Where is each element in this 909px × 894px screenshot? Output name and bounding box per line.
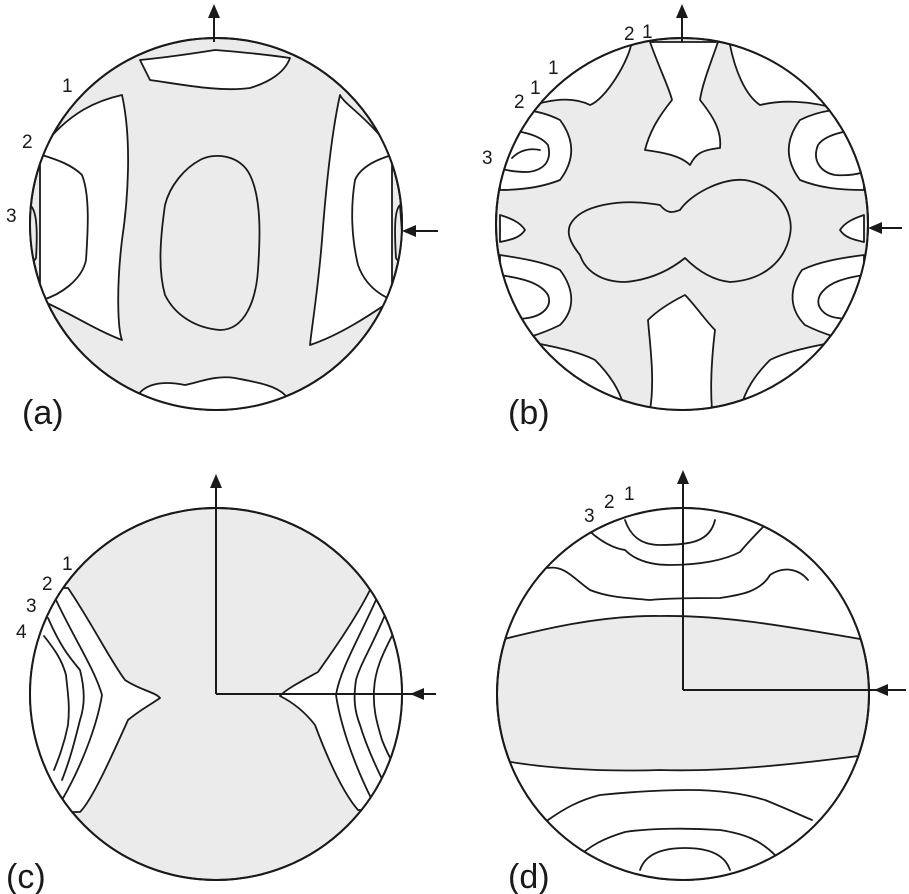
- contour-a-center: [159, 154, 261, 331]
- contour-label-d-3: 3: [584, 506, 595, 527]
- contour-label-c-4: 4: [16, 622, 27, 643]
- contour-a-left-2: [41, 154, 89, 301]
- contour-label-b-1b: 1: [548, 58, 559, 79]
- contour-b-left-upper-inner: [499, 129, 550, 173]
- contour-c-right-3: [353, 614, 386, 786]
- contour-c-left: [30, 587, 161, 813]
- panel-label-b: (b): [508, 394, 550, 432]
- contour-b-left-upper-core: [511, 148, 541, 159]
- panel-c: 1 2 3 4 (c): [6, 474, 436, 894]
- contour-b-right-upper-inner: [815, 129, 865, 177]
- contour-label-b-1a: 1: [642, 22, 653, 43]
- td-arrowhead-d: [874, 684, 888, 696]
- contour-label-a-3: 3: [6, 206, 17, 227]
- contour-label-a-2: 2: [22, 132, 33, 153]
- panel-label-a: (a): [22, 394, 64, 432]
- contour-a-top-cap: [139, 49, 291, 91]
- contour-c-right-4: [372, 631, 397, 769]
- contour-label-b-2a: 2: [624, 24, 635, 45]
- contour-d-bottom-3: [574, 827, 776, 861]
- contour-label-d-2: 2: [604, 492, 615, 513]
- rd-arrowhead-a: [208, 4, 220, 18]
- contour-d-top-2: [547, 566, 809, 601]
- contour-label-b-2b: 2: [514, 92, 525, 113]
- contour-b-right-mid: [839, 214, 865, 243]
- contour-c-left-3: [47, 617, 85, 781]
- td-arrowhead-a: [402, 225, 416, 237]
- contour-b-bottom-center: [647, 294, 716, 410]
- contour-c-left-2: [55, 599, 103, 801]
- rd-arrowhead-d: [677, 470, 689, 484]
- contour-region-a-right: [309, 94, 393, 346]
- contour-c-left-4: [43, 635, 70, 771]
- contour-label-a-1: 1: [62, 76, 73, 97]
- contour-d-bottom-2: [547, 789, 813, 821]
- contour-b-left-mid: [499, 214, 526, 243]
- contour-d-top-core: [624, 519, 716, 546]
- contour-label-b-3: 3: [482, 148, 493, 169]
- contours-a: [30, 49, 402, 410]
- contour-region-a-left: [39, 94, 129, 341]
- panel-label-c: (c): [6, 858, 46, 894]
- contour-c-right: [279, 589, 402, 811]
- panel-b: 2 1 1 2 1 3 (b): [482, 4, 902, 432]
- contours-c: [30, 587, 402, 813]
- contour-label-c-2: 2: [42, 574, 53, 595]
- contour-a-right-2: [351, 154, 393, 301]
- panel-d: 3 2 1 (d): [496, 470, 906, 894]
- panel-a: 1 2 3 (a): [6, 4, 438, 432]
- contour-label-c-3: 3: [26, 596, 37, 617]
- contour-d-bottom-core: [639, 847, 731, 871]
- contour-d-top-3: [579, 519, 771, 566]
- contour-b-center: [567, 179, 792, 283]
- panel-label-d: (d): [508, 858, 550, 894]
- contour-b-top-center: [644, 41, 722, 166]
- contour-d-bottom: [499, 754, 867, 880]
- contour-label-d-1: 1: [624, 484, 635, 505]
- rd-arrowhead-c: [210, 474, 222, 488]
- contour-label-c-1: 1: [62, 554, 73, 575]
- td-arrowhead-b: [868, 222, 882, 234]
- contour-label-b-1c: 1: [530, 78, 541, 99]
- rd-arrowhead-b: [676, 4, 688, 18]
